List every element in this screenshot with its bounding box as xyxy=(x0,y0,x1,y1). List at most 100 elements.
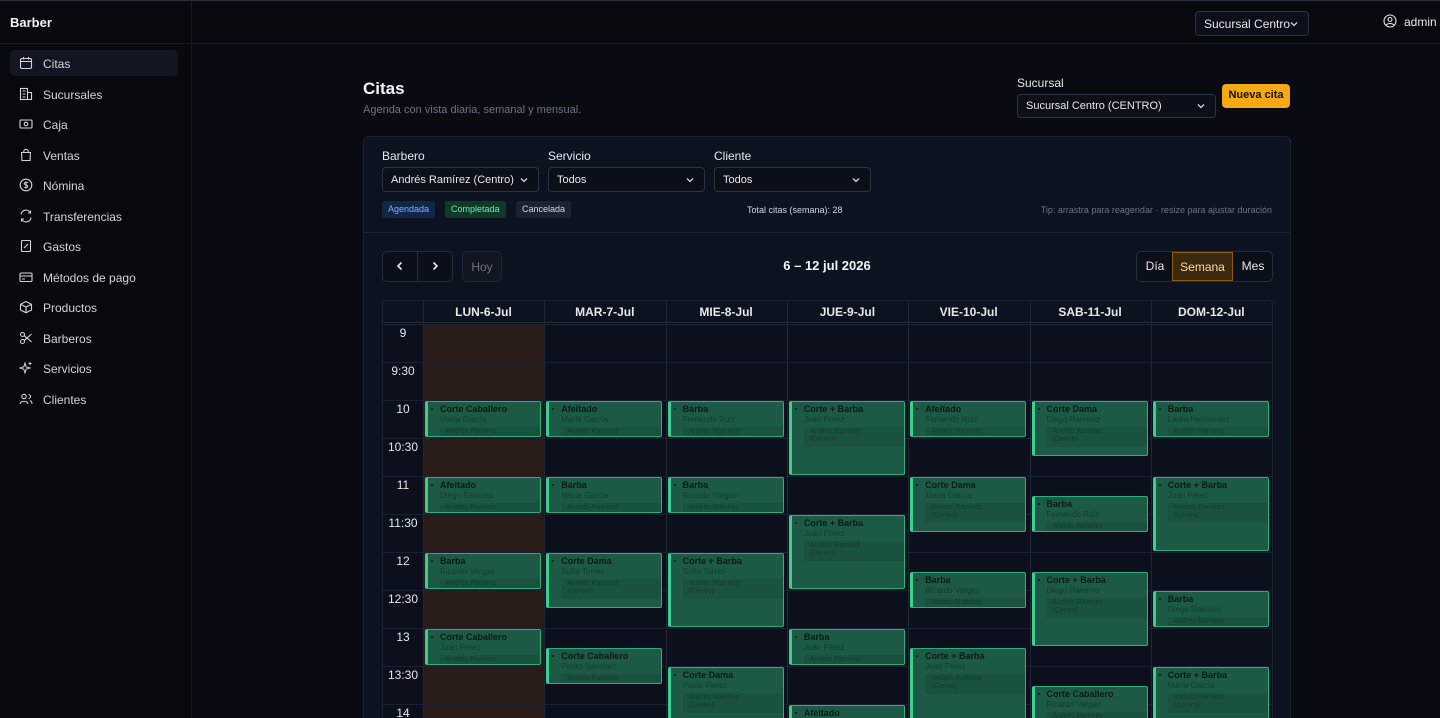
hour-label: 12:30 xyxy=(387,592,419,606)
chevron-down-icon xyxy=(686,178,694,183)
appointment-service: Afeitado xyxy=(803,708,840,718)
appointment-block[interactable]: Barba Ricardo Vargas Andrés Ramírez xyxy=(910,572,1027,608)
appointment-block[interactable]: Barba Fernando Ruiz Andrés Ramírez xyxy=(667,401,784,437)
appointment-client: Fernando Ruiz xyxy=(1046,510,1099,519)
user-menu[interactable]: admin xyxy=(1383,14,1437,29)
appointment-barber-name: Andrés Ramírez xyxy=(446,656,497,663)
appointment-block[interactable]: Corte + Barba Juan Pérez Andrés Ramírez (Ce… xyxy=(1152,477,1269,551)
status-dot-icon xyxy=(1037,579,1040,581)
barber-filter-select[interactable]: Andrés Ramírez (Centro) xyxy=(382,167,539,192)
appointment-block[interactable]: Corte + Barba Juan Pérez Andrés Ramírez (Ce… xyxy=(788,401,905,475)
status-dot-icon xyxy=(794,408,797,410)
appointment-client: Juan Pérez xyxy=(803,415,845,424)
appointment-block[interactable]: Corte Caballero Juan Pérez Andrés Ramírez xyxy=(425,629,541,665)
appointment-block[interactable]: Corte + Barba Sofía Torres Andrés Ramírez(… xyxy=(667,553,784,627)
legend-agendada: Agendada xyxy=(382,201,436,218)
appointment-block[interactable]: Corte Dama Diego Ramírez Andrés Ramírez (Ce… xyxy=(1031,401,1148,456)
sidebar-item-nomina[interactable]: Nómina xyxy=(10,172,178,198)
appointment-barber: Andrés Ramírez(Centro) xyxy=(1046,427,1147,447)
appointment-barber-name: Andrés Ramírez xyxy=(688,504,740,511)
appointment-block[interactable]: Corte Dama María García Andrés Ramírez (Cen… xyxy=(910,477,1027,532)
appointment-barber-name: Andrés Ramírez xyxy=(446,580,497,587)
sidebar-item-clientes[interactable]: Clientes xyxy=(10,386,178,412)
appointment-block[interactable]: Barba Diego Ramírez Andrés Ramírez xyxy=(1152,591,1269,627)
appointment-block[interactable]: Corte Dama Sofía Torres Andrés Ramírez (Cen… xyxy=(546,553,663,608)
prev-period-button[interactable] xyxy=(383,252,418,281)
appointment-block[interactable]: Afeitado Fernando Ruiz Andrés Ramírez xyxy=(910,401,1027,437)
appointment-block[interactable]: Corte + Barba María García Andrés Ramírez(… xyxy=(1152,667,1269,718)
appointment-barber: Andrés Ramírez(Centro) xyxy=(803,541,904,561)
branch-select[interactable]: Sucursal Centro (CENTRO) xyxy=(1017,94,1216,118)
sidebar-item-label: Nómina xyxy=(43,179,85,193)
appointment-service: Barba xyxy=(1046,499,1073,509)
appointment-block[interactable]: Barba Juan Pérez Andrés Ramírez xyxy=(788,629,905,665)
next-period-button[interactable] xyxy=(418,252,453,281)
view-week-button[interactable]: Semana xyxy=(1172,252,1233,281)
appointment-block[interactable]: Corte + Barba Juan Pérez Andrés Ramírez (Ce… xyxy=(910,648,1027,718)
sidebar-item-metodos-pago[interactable]: Métodos de pago xyxy=(10,264,178,290)
day-header: JUE-9-Jul xyxy=(819,305,876,319)
sidebar-item-gastos[interactable]: Gastos xyxy=(10,233,178,259)
view-month-button[interactable]: Mes xyxy=(1241,259,1265,273)
appointment-service: Barba xyxy=(682,404,709,414)
sidebar: Citas Sucursales Caja Ventas Nómina Tran… xyxy=(0,44,192,718)
appointment-block[interactable]: Barba Fernando Ruiz Andrés Ramírez xyxy=(1031,496,1148,532)
appointment-barber-name: Andrés Ramírez xyxy=(809,542,861,549)
sidebar-item-transferencias[interactable]: Transferencias xyxy=(10,203,178,229)
appointment-service: Corte Caballero xyxy=(561,651,629,661)
appointment-barber: Andrés Ramírez xyxy=(440,655,540,664)
appointment-block[interactable]: Corte Dama Paula Flores Andrés Ramírez (Cen… xyxy=(667,667,784,718)
building-icon xyxy=(19,87,33,101)
box-icon xyxy=(19,300,33,314)
sidebar-item-productos[interactable]: Productos xyxy=(10,294,178,320)
appointment-block[interactable]: Afeitado María García Andrés Ramírez xyxy=(546,401,663,437)
sidebar-item-citas[interactable]: Citas xyxy=(10,50,178,76)
status-dot-icon xyxy=(916,484,919,486)
hour-gridline xyxy=(383,666,1272,667)
appointment-service: Corte Dama xyxy=(1046,404,1098,414)
top-branch-select[interactable]: Sucursal Centro xyxy=(1195,11,1309,36)
appointment-block[interactable]: Corte Caballero Pedro Sánchez Andrés Ramír… xyxy=(546,648,663,684)
appointment-block[interactable]: Afeitado Diego Ramírez Andrés Ramírez xyxy=(425,477,541,513)
service-filter-select[interactable]: Todos xyxy=(548,167,705,192)
user-name: admin xyxy=(1404,15,1437,29)
sidebar-item-barberos[interactable]: Barberos xyxy=(10,325,178,351)
appointment-client: Paula Flores xyxy=(682,681,728,690)
appointment-client: Ricardo Vargas xyxy=(1046,700,1102,709)
sidebar-item-caja[interactable]: Caja xyxy=(10,111,178,137)
view-day-button[interactable]: Día xyxy=(1145,259,1165,273)
appointment-block[interactable]: Corte + Barba Juan Pérez Andrés Ramírez (Ce… xyxy=(788,515,905,589)
appointment-block[interactable]: Barba Ricardo Vargas Andrés Ramírez xyxy=(425,553,541,589)
appointment-block[interactable]: Barba Ricardo Vargas Andrés Ramírez xyxy=(667,477,784,513)
appointment-branch: (Centro) xyxy=(1052,436,1079,443)
hour-label: 11 xyxy=(396,478,410,492)
sidebar-item-sucursales[interactable]: Sucursales xyxy=(10,81,178,107)
appointment-barber: Andrés Ramírez(Centro) xyxy=(925,674,1026,694)
appointment-block[interactable]: Barba Laura Hernández Andrés Ramírez xyxy=(1152,401,1269,437)
brand-logo[interactable]: Barber xyxy=(10,15,52,30)
appointment-barber: Andrés Ramírez xyxy=(925,427,1026,436)
appointment-barber-name: Andrés Ramírez xyxy=(1052,428,1104,435)
appointment-service: Corte Dama xyxy=(925,480,976,490)
chevron-down-icon xyxy=(1290,22,1298,27)
appointment-client: Diego Ramírez xyxy=(1046,415,1100,424)
today-button[interactable]: Hoy xyxy=(462,251,502,282)
appointment-block[interactable]: Corte + Barba Diego Ramírez Andrés Ramírez… xyxy=(1031,572,1148,646)
appointment-branch: (Centro) xyxy=(1173,702,1200,709)
hour-label: 14 xyxy=(396,706,410,718)
appointment-barber: Andrés Ramírez xyxy=(682,427,783,436)
appointment-block[interactable]: Corte Caballero Ricardo Vargas Andrés Ramí… xyxy=(1031,686,1148,718)
appointment-block[interactable]: Afeitado xyxy=(788,705,905,718)
sidebar-item-label: Ventas xyxy=(43,149,80,163)
appointment-block[interactable]: Barba María García Andrés Ramírez xyxy=(546,477,663,513)
client-filter-select[interactable]: Todos xyxy=(714,167,871,192)
appointment-barber-name: Andrés Ramírez xyxy=(567,428,618,435)
day-column-divider xyxy=(1029,301,1031,718)
appointment-client: Diego Ramírez xyxy=(1167,605,1222,614)
client-filter-value: Todos xyxy=(723,174,753,186)
appointment-barber: Andrés Ramírez(Centro) xyxy=(1046,598,1147,618)
sidebar-item-ventas[interactable]: Ventas xyxy=(10,142,178,168)
sidebar-item-servicios[interactable]: Servicios xyxy=(10,355,178,381)
appointment-block[interactable]: Corte Caballero María García Andrés Ramíre… xyxy=(425,401,541,437)
new-appointment-button[interactable]: Nueva cita xyxy=(1222,84,1290,108)
